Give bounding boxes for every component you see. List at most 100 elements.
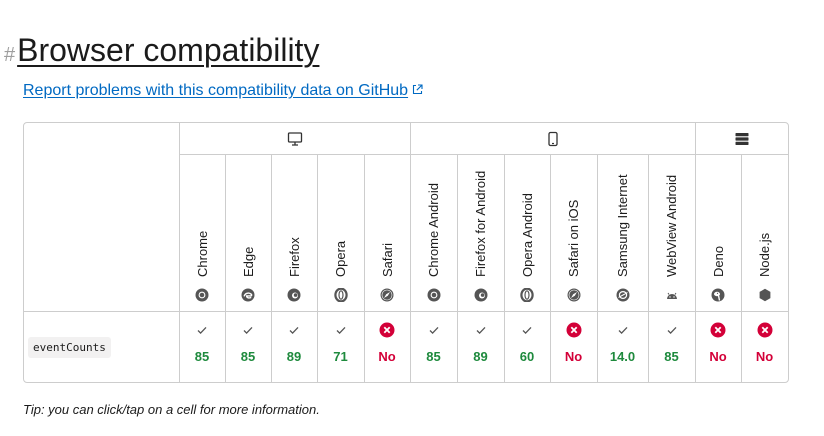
table-column-divider [364,154,365,382]
table-column-divider [271,154,272,382]
check-icon [286,322,302,338]
browser-name: Opera [333,240,348,277]
external-link-icon [412,82,423,100]
table-column-divider [179,123,180,382]
platform-mobile [410,123,695,154]
table-column-divider [504,154,505,382]
compat-table: eventCounts Chrome 85 Edge 85 Firefox 89 Opera… [23,122,789,383]
server-icon [734,131,750,147]
browser-header-samsung-internet: Samsung Internet [597,155,648,311]
support-version: 85 [240,349,256,364]
browser-header-firefox: Firefox [271,155,317,311]
report-link-label: Report problems with this compatibility … [23,82,409,99]
check-icon [333,322,349,338]
chrome-icon [427,288,441,302]
support-version: 14.0 [609,349,636,364]
browser-header-edge: Edge [225,155,271,311]
opera-icon [520,287,534,303]
opera-icon [333,287,348,303]
support-version: No [709,349,727,364]
support-cell-opera[interactable]: 71 [317,312,364,383]
support-cell-deno[interactable]: No [695,312,741,383]
table-column-divider [741,154,742,382]
table-row-divider [179,154,788,155]
page-title[interactable]: Browser compatibility [17,32,320,68]
no-support-icon [379,322,395,338]
android-icon [665,288,679,302]
support-version: 71 [333,349,348,364]
support-version: No [378,349,396,364]
support-cell-chrome[interactable]: 85 [179,312,225,383]
support-version: 89 [286,349,302,364]
support-cell-webview-android[interactable]: 85 [648,312,695,383]
nodejs-icon [758,288,772,302]
table-column-divider [597,154,598,382]
browser-name: Samsung Internet [615,174,630,277]
samsung-internet-icon [616,288,630,302]
browser-header-opera: Opera [317,155,364,311]
no-support-icon [566,322,582,338]
report-problems-link[interactable]: Report problems with this compatibility … [23,82,423,100]
support-cell-firefox[interactable]: 89 [271,312,317,383]
heading-anchor[interactable]: # [4,44,16,66]
check-icon [615,322,631,338]
browser-name: Safari [379,243,395,277]
firefox-icon [287,288,301,302]
browser-name: Opera Android [519,193,535,277]
browser-header-firefox-for-android: Firefox for Android [457,155,504,311]
support-version: 85 [194,349,210,364]
browser-name: Edge [240,246,256,277]
support-cell-safari[interactable]: No [364,312,410,383]
browser-header-node-js: Node.js [741,155,788,311]
check-icon [664,322,680,338]
check-icon [426,322,442,338]
safari-icon [380,288,394,302]
tip-text: Tip: you can click/tap on a cell for mor… [23,402,320,417]
browser-name: Firefox [286,237,302,277]
table-column-divider [550,154,551,382]
firefox-icon [474,288,488,302]
support-version: 89 [473,349,488,364]
support-cell-chrome-android[interactable]: 85 [410,312,457,383]
platform-server [695,123,788,154]
browser-name: Safari on iOS [566,199,581,277]
browser-name: Chrome [194,230,210,277]
feature-name[interactable]: eventCounts [28,337,111,358]
check-icon [519,322,535,338]
no-support-icon [757,322,773,338]
support-version: 85 [426,349,441,364]
mobile-icon [545,131,561,147]
support-version: No [564,349,583,364]
table-column-divider [695,123,696,382]
browser-header-chrome: Chrome [179,155,225,311]
safari-icon [567,288,581,302]
table-column-divider [410,123,411,382]
browser-header-opera-android: Opera Android [504,155,550,311]
support-cell-edge[interactable]: 85 [225,312,271,383]
check-icon [240,322,256,338]
table-column-divider [317,154,318,382]
browser-header-webview-android: WebView Android [648,155,695,311]
support-cell-samsung-internet[interactable]: 14.0 [597,312,648,383]
browser-name: Node.js [757,232,772,277]
browser-name: Chrome Android [426,183,441,277]
support-cell-opera-android[interactable]: 60 [504,312,550,383]
edge-icon [241,288,255,302]
check-icon [194,322,210,338]
no-support-icon [710,322,726,338]
table-column-divider [225,154,226,382]
check-icon [473,322,489,338]
browser-header-deno: Deno [695,155,741,311]
support-cell-safari-on-ios[interactable]: No [550,312,597,383]
browser-name: WebView Android [664,174,679,277]
browser-header-safari-on-ios: Safari on iOS [550,155,597,311]
support-version: 60 [519,349,535,364]
section-heading: # Browser compatibility [4,30,319,70]
browser-header-chrome-android: Chrome Android [410,155,457,311]
support-version: 85 [664,349,679,364]
table-column-divider [457,154,458,382]
deno-icon [711,288,725,302]
browser-header-safari: Safari [364,155,410,311]
support-cell-node-js[interactable]: No [741,312,788,383]
support-cell-firefox-for-android[interactable]: 89 [457,312,504,383]
